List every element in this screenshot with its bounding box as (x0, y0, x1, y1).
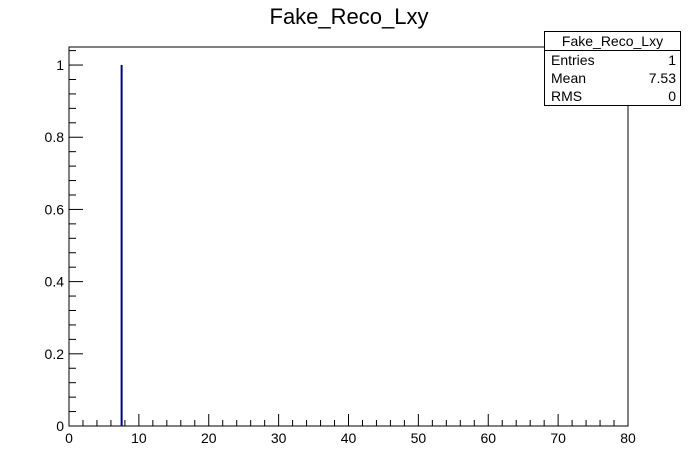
stats-value: 1 (668, 52, 676, 68)
stats-value: 0 (668, 88, 676, 104)
y-tick-label: 0 (56, 418, 64, 434)
stats-box: Fake_Reco_Lxy Entries 1 Mean 7.53 RMS 0 (544, 31, 681, 106)
x-tick-label: 30 (271, 430, 287, 446)
chart-title: Fake_Reco_Lxy (269, 4, 429, 29)
y-tick-label: 0.6 (45, 201, 65, 217)
stats-row-entries: Entries 1 (545, 51, 680, 69)
stats-row-rms: RMS 0 (545, 87, 680, 105)
x-tick-label: 40 (341, 430, 357, 446)
stats-label: RMS (551, 88, 583, 104)
stats-label: Entries (551, 52, 595, 68)
stats-label: Mean (551, 70, 587, 86)
x-tick-label: 20 (201, 430, 217, 446)
stats-row-mean: Mean 7.53 (545, 69, 680, 87)
y-tick-label: 1 (56, 57, 64, 73)
y-tick-label: 0.2 (45, 346, 65, 362)
stats-box-title: Fake_Reco_Lxy (545, 32, 680, 51)
x-tick-label: 50 (411, 430, 427, 446)
x-tick-label: 70 (550, 430, 566, 446)
x-tick-label: 0 (65, 430, 73, 446)
x-tick-label: 80 (620, 430, 636, 446)
y-tick-label: 0.4 (45, 274, 65, 290)
x-tick-label: 10 (131, 430, 147, 446)
x-tick-label: 60 (480, 430, 496, 446)
y-tick-label: 0.8 (45, 129, 65, 145)
stats-value: 7.53 (648, 70, 676, 86)
